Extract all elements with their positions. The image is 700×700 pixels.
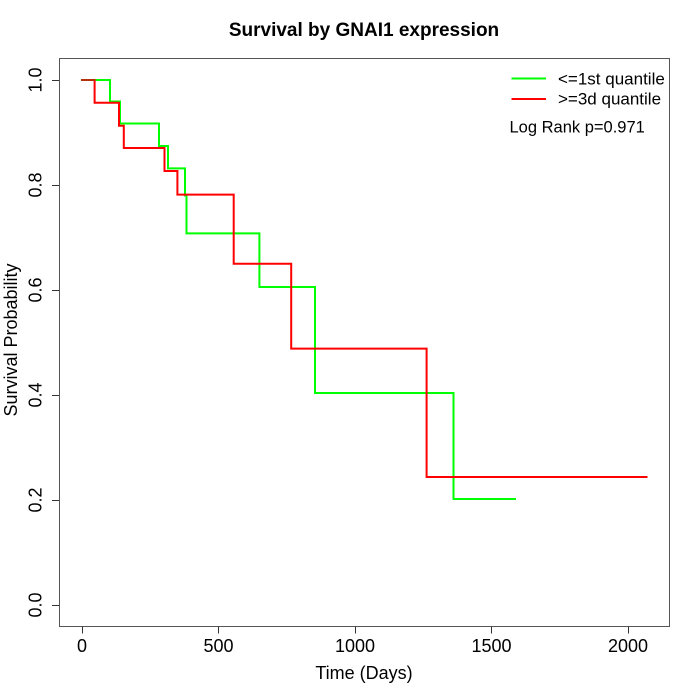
svg-text:<=1st quantile: <=1st quantile: [558, 69, 665, 88]
svg-text:0: 0: [77, 636, 87, 656]
svg-text:0.0: 0.0: [26, 592, 46, 617]
svg-text:Survival by GNAI1 expression: Survival by GNAI1 expression: [229, 20, 499, 41]
svg-text:0.6: 0.6: [26, 277, 46, 302]
svg-text:0.2: 0.2: [26, 487, 46, 512]
svg-text:0.8: 0.8: [26, 172, 46, 197]
svg-text:Survival Probability: Survival Probability: [1, 263, 21, 416]
svg-text:Log Rank p=0.971: Log Rank p=0.971: [510, 119, 645, 137]
svg-text:>=3d quantile: >=3d quantile: [558, 89, 661, 108]
svg-text:0.4: 0.4: [26, 382, 46, 407]
svg-text:1000: 1000: [335, 636, 375, 656]
svg-text:1500: 1500: [471, 636, 511, 656]
svg-text:Time (Days): Time (Days): [315, 663, 412, 683]
svg-text:500: 500: [203, 636, 233, 656]
svg-text:2000: 2000: [608, 636, 648, 656]
svg-text:1.0: 1.0: [26, 67, 46, 92]
